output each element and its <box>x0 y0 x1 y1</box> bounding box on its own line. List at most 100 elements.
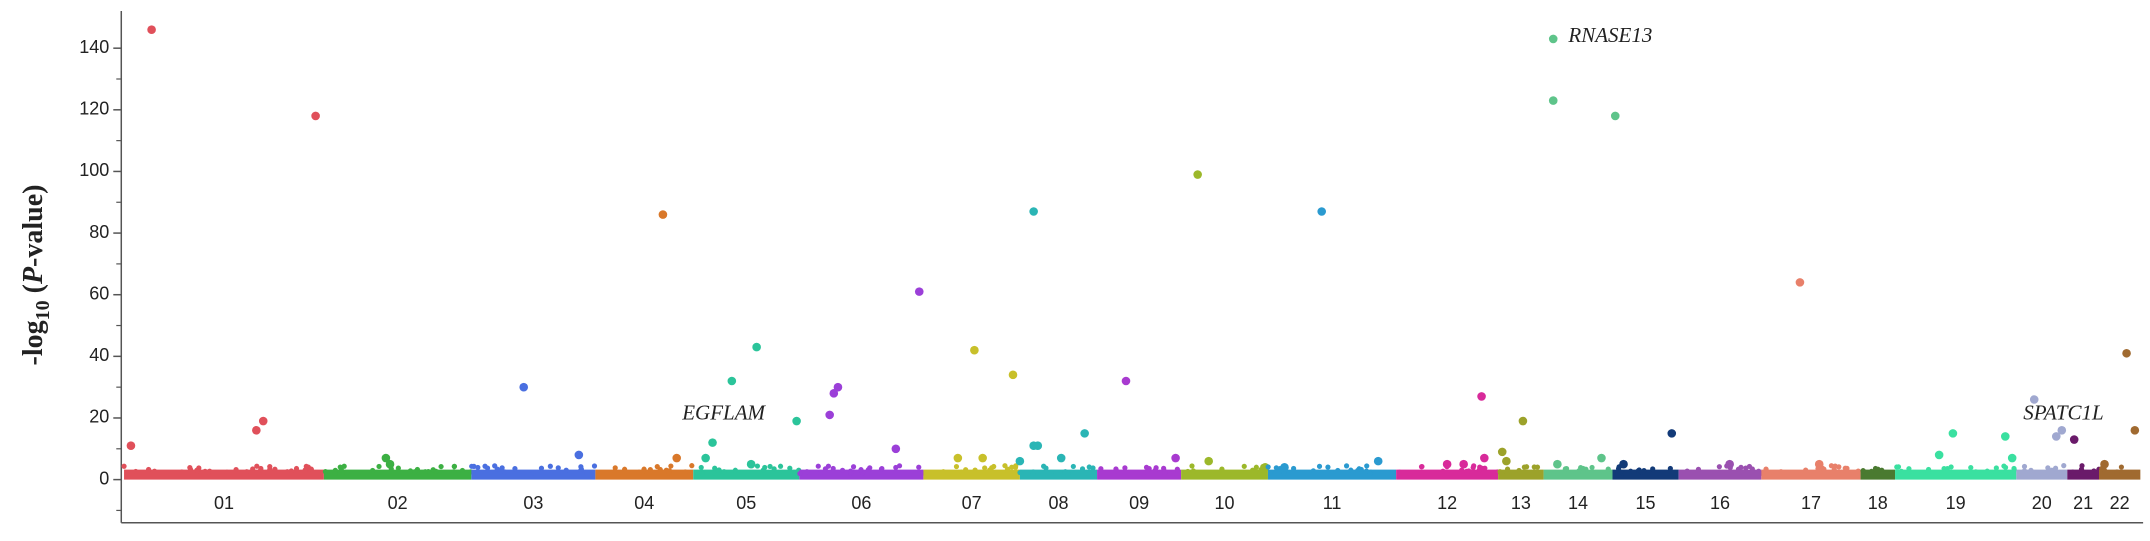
point <box>252 426 261 435</box>
point <box>574 450 584 460</box>
point <box>1667 429 1677 438</box>
baseline-dot <box>1580 465 1586 472</box>
baseline-dot <box>475 464 481 471</box>
baseline-dot <box>848 470 854 476</box>
baseline-dot <box>1740 469 1746 475</box>
x-tick-label: 09 <box>1129 493 1149 513</box>
baseline-dot <box>2049 467 2055 473</box>
baseline-band <box>323 469 472 480</box>
baseline-dot <box>1732 470 1738 476</box>
x-tick-label: 20 <box>2032 493 2052 513</box>
point <box>2057 426 2067 435</box>
baseline-dot <box>1984 468 1990 474</box>
baseline-dot <box>682 469 688 475</box>
baseline-dot <box>1144 470 1150 476</box>
baseline-dot <box>1090 465 1096 471</box>
point <box>2130 426 2140 435</box>
baseline-dot <box>555 465 561 471</box>
baseline-dot <box>963 467 969 473</box>
point <box>1553 459 1562 469</box>
point <box>1033 441 1043 451</box>
point <box>833 382 843 392</box>
baseline-dot <box>224 469 230 475</box>
baseline-dot <box>2061 463 2067 469</box>
baseline-dot <box>1589 464 1595 471</box>
baseline-dot <box>1868 468 1875 474</box>
baseline-dot <box>1695 466 1702 472</box>
baseline-dot <box>1152 467 1158 473</box>
baseline-dot <box>699 470 705 477</box>
baseline-dot <box>1628 468 1634 474</box>
point <box>1056 453 1066 463</box>
point <box>891 444 901 454</box>
baseline-dot <box>732 467 738 473</box>
baseline-dot <box>777 463 784 469</box>
baseline-dot <box>563 467 569 473</box>
point <box>1934 450 1944 460</box>
baseline-dot <box>804 469 810 475</box>
baseline-dot <box>471 463 477 470</box>
baseline-dot <box>250 466 256 472</box>
x-tick-label: 04 <box>634 493 654 513</box>
point <box>519 382 529 392</box>
baseline-dot <box>422 469 428 475</box>
baseline-dot <box>1778 469 1784 475</box>
x-tick-label: 10 <box>1215 493 1235 513</box>
point <box>1497 447 1507 457</box>
point <box>2069 435 2079 444</box>
x-tick-label: 03 <box>523 493 543 513</box>
baseline-dot <box>2085 470 2091 476</box>
x-tick-label: 16 <box>1710 493 1730 513</box>
baseline-band <box>923 469 1020 480</box>
baseline-dot <box>1524 464 1530 470</box>
point <box>1795 278 1805 287</box>
baseline-dot <box>187 466 194 472</box>
baseline-dot <box>1367 470 1373 477</box>
y-label-subscript: 10 <box>32 300 54 320</box>
baseline-dot <box>1017 469 1023 476</box>
baseline-dot <box>1363 468 1370 474</box>
baseline-dot <box>451 469 457 475</box>
point <box>914 287 924 296</box>
baseline-dot <box>1335 467 1341 474</box>
baseline-dot <box>2045 465 2051 471</box>
baseline-dot <box>657 466 663 473</box>
baseline-dot <box>1356 466 1362 472</box>
point <box>2007 453 2017 463</box>
point <box>970 345 979 355</box>
baseline-dot <box>1828 463 1835 469</box>
point <box>2029 395 2039 404</box>
baseline-dot <box>1968 464 1974 471</box>
baseline-dot <box>1146 465 1152 472</box>
baseline-dot <box>1476 467 1482 473</box>
baseline-dot <box>1803 467 1809 473</box>
baseline-dot <box>953 463 960 470</box>
point <box>258 416 268 426</box>
x-tick-label: 17 <box>1801 493 1821 513</box>
baseline-dot <box>1743 465 1749 471</box>
point <box>701 453 710 463</box>
point <box>1518 416 1528 426</box>
baseline-dot <box>2078 466 2085 472</box>
baseline-dot <box>1894 464 1900 470</box>
x-tick-label: 06 <box>851 493 871 513</box>
baseline-dot <box>666 470 672 477</box>
point <box>2100 459 2109 469</box>
baseline-dot <box>1328 470 1334 476</box>
baseline-dot <box>1047 470 1054 477</box>
baseline-dot <box>850 464 857 470</box>
point <box>1610 111 1620 121</box>
baseline-dot <box>2021 463 2028 470</box>
y-tick-label: 100 <box>79 160 109 180</box>
baseline-dot <box>1376 470 1382 476</box>
baseline-dot <box>1844 465 1850 471</box>
baseline-dot <box>484 465 491 471</box>
baseline-dot <box>940 469 946 475</box>
baseline-dot <box>530 470 536 476</box>
baseline-dot <box>1650 466 1656 472</box>
point <box>385 459 395 469</box>
baseline-band <box>124 469 324 480</box>
point <box>1317 207 1326 216</box>
baseline-dot <box>830 465 836 472</box>
baseline-dot <box>2021 468 2028 474</box>
